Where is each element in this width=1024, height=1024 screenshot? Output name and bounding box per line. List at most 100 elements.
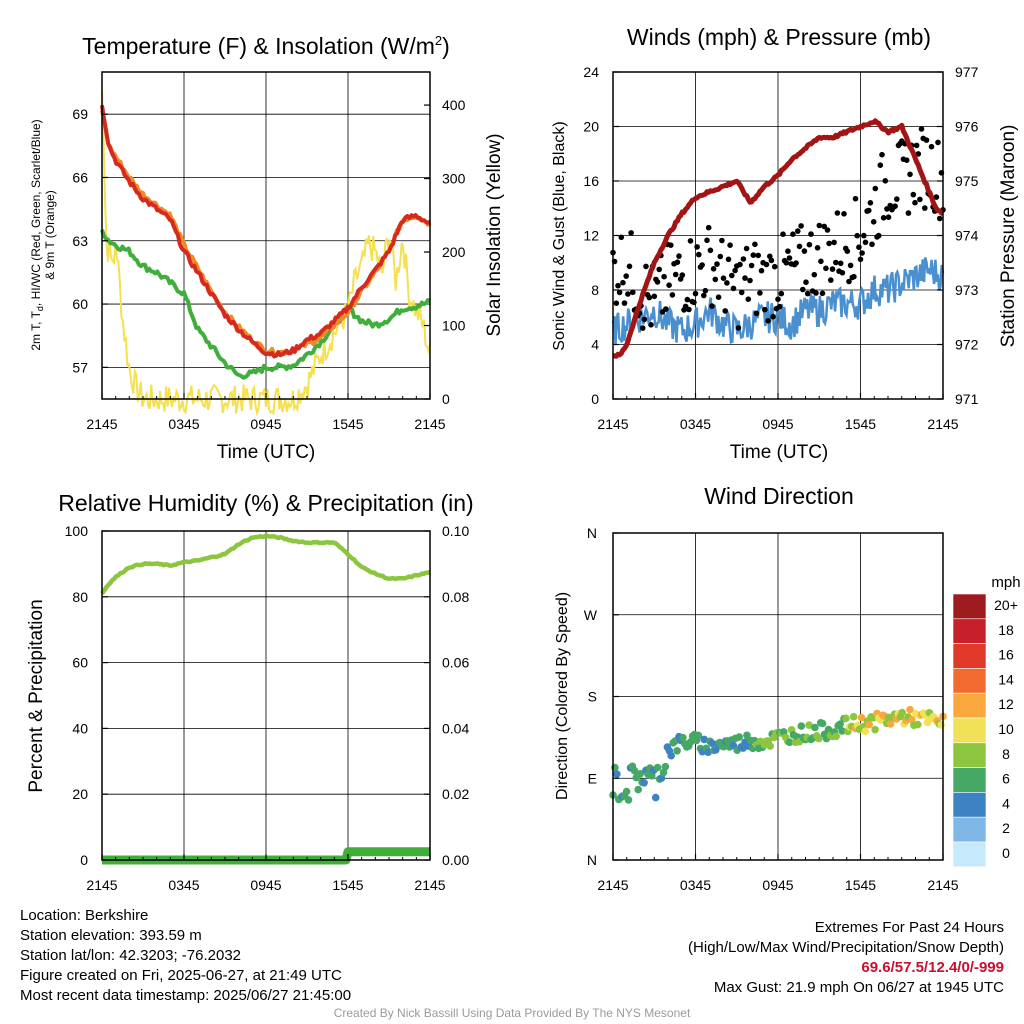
dewpoint-line bbox=[100, 229, 431, 380]
max-gust-text: Max Gust: 21.9 mph On 06/27 at 1945 UTC bbox=[713, 979, 1004, 996]
y-tick-label: 16 bbox=[583, 173, 599, 189]
gust-point bbox=[694, 244, 700, 250]
gust-point bbox=[905, 210, 912, 216]
colorbar-label: 8 bbox=[1002, 746, 1010, 762]
gust-point bbox=[798, 223, 804, 229]
x-tick-label: 2145 bbox=[414, 877, 445, 893]
extremes-info: Extremes For Past 24 Hours (High/Low/Max… bbox=[688, 918, 1004, 998]
direction-point bbox=[739, 744, 747, 752]
temperature-title: Temperature (F) & Insolation (W/m2) bbox=[82, 33, 450, 59]
y-tick-label: 0 bbox=[80, 852, 88, 868]
gust-point bbox=[705, 224, 712, 231]
x-tick-label: 2145 bbox=[597, 416, 628, 432]
direction-point bbox=[694, 731, 703, 740]
y-tick-label: 60 bbox=[72, 296, 88, 312]
colorbar-label: 6 bbox=[1002, 771, 1010, 787]
gust-point bbox=[742, 275, 748, 281]
gust-point bbox=[834, 210, 841, 216]
gust-point bbox=[615, 282, 621, 289]
direction-panel: Wind Direction 2145 0345 0945 1545 2145NESWN… bbox=[554, 483, 1021, 893]
gust-point bbox=[903, 157, 910, 163]
direction-grid bbox=[613, 533, 943, 860]
gust-point bbox=[793, 260, 799, 266]
gust-point bbox=[735, 325, 742, 331]
gust-point bbox=[857, 256, 864, 263]
y-tick-label: N bbox=[587, 525, 597, 541]
station-info: Location: Berkshire Station elevation: 3… bbox=[20, 906, 351, 1006]
direction-point bbox=[832, 732, 840, 741]
gust-point bbox=[861, 232, 867, 239]
direction-ylabel-left: Direction (Colored By Speed) bbox=[554, 592, 571, 800]
y-tick-label: 0.06 bbox=[442, 655, 469, 671]
gust-point bbox=[879, 151, 885, 158]
colorbar-label: 4 bbox=[1002, 795, 1010, 811]
x-tick-label: 0945 bbox=[762, 416, 793, 432]
gust-point bbox=[880, 215, 887, 221]
colorbar-swatch bbox=[952, 643, 987, 669]
gust-point bbox=[780, 231, 786, 237]
speed-colorbar: 20+ 18 16 14 12 10 8 6 4 2 0 bbox=[952, 593, 1018, 868]
gust-point bbox=[628, 230, 634, 236]
y-tick-label: 0.10 bbox=[442, 523, 469, 539]
x-tick-label: 0345 bbox=[680, 877, 711, 893]
y-tick-label: 100 bbox=[442, 318, 466, 334]
gust-point bbox=[872, 185, 879, 192]
gust-point bbox=[801, 248, 808, 254]
gust-point bbox=[687, 238, 694, 244]
gust-point bbox=[869, 241, 875, 248]
x-tick-label: 1545 bbox=[332, 416, 363, 432]
humidity-ylabel-left: Percent & Precipitation bbox=[26, 599, 47, 792]
direction-point bbox=[842, 714, 850, 723]
gust-point bbox=[762, 306, 768, 313]
gust-point bbox=[623, 273, 629, 279]
gust-point bbox=[796, 243, 803, 250]
y-tick-label: 300 bbox=[442, 171, 466, 187]
direction-point bbox=[818, 719, 827, 728]
direction-point bbox=[634, 785, 642, 794]
direction-title: Wind Direction bbox=[704, 483, 854, 509]
gust-point bbox=[674, 259, 681, 266]
gust-point bbox=[765, 318, 771, 324]
direction-point bbox=[805, 721, 813, 729]
winds-series bbox=[610, 118, 946, 359]
gust-point bbox=[800, 286, 806, 293]
x-tick-label: 0945 bbox=[250, 416, 281, 432]
x-tick-label: 0345 bbox=[168, 416, 199, 432]
gust-point bbox=[620, 279, 626, 286]
gust-point bbox=[823, 265, 829, 272]
colorbar-swatch bbox=[952, 767, 987, 793]
y-tick-label: 24 bbox=[583, 64, 599, 80]
y-tick-label: 977 bbox=[955, 64, 979, 80]
colorbar-label: 18 bbox=[998, 622, 1014, 638]
gust-point bbox=[725, 256, 732, 263]
gust-point bbox=[672, 271, 679, 278]
gust-point bbox=[715, 294, 722, 301]
gust-point bbox=[837, 260, 844, 267]
y-tick-label: 200 bbox=[442, 244, 466, 260]
gust-point bbox=[870, 219, 877, 225]
colorbar-label: 14 bbox=[998, 671, 1014, 687]
y-tick-label: 973 bbox=[955, 282, 979, 298]
direction-point bbox=[653, 763, 662, 772]
gust-point bbox=[752, 241, 758, 248]
gust-point bbox=[852, 195, 859, 202]
direction-point bbox=[624, 796, 633, 804]
y-tick-label: N bbox=[587, 852, 597, 868]
gust-point bbox=[907, 171, 913, 178]
direction-point bbox=[815, 734, 823, 743]
extremes-title: Extremes For Past 24 Hours bbox=[814, 919, 1004, 936]
x-tick-label: 2145 bbox=[86, 416, 117, 432]
gust-point bbox=[745, 296, 752, 303]
gust-point bbox=[755, 252, 761, 259]
x-tick-label: 0345 bbox=[168, 877, 199, 893]
gust-point bbox=[894, 196, 900, 202]
gust-point bbox=[758, 267, 765, 274]
gust-point bbox=[730, 285, 737, 292]
gust-point bbox=[776, 303, 783, 310]
gust-point bbox=[913, 142, 920, 149]
temperature-xlabel: Time (UTC) bbox=[217, 442, 316, 463]
direction-point bbox=[630, 766, 639, 775]
x-tick-label: 1545 bbox=[845, 877, 876, 893]
y-tick-label: 66 bbox=[72, 169, 88, 185]
